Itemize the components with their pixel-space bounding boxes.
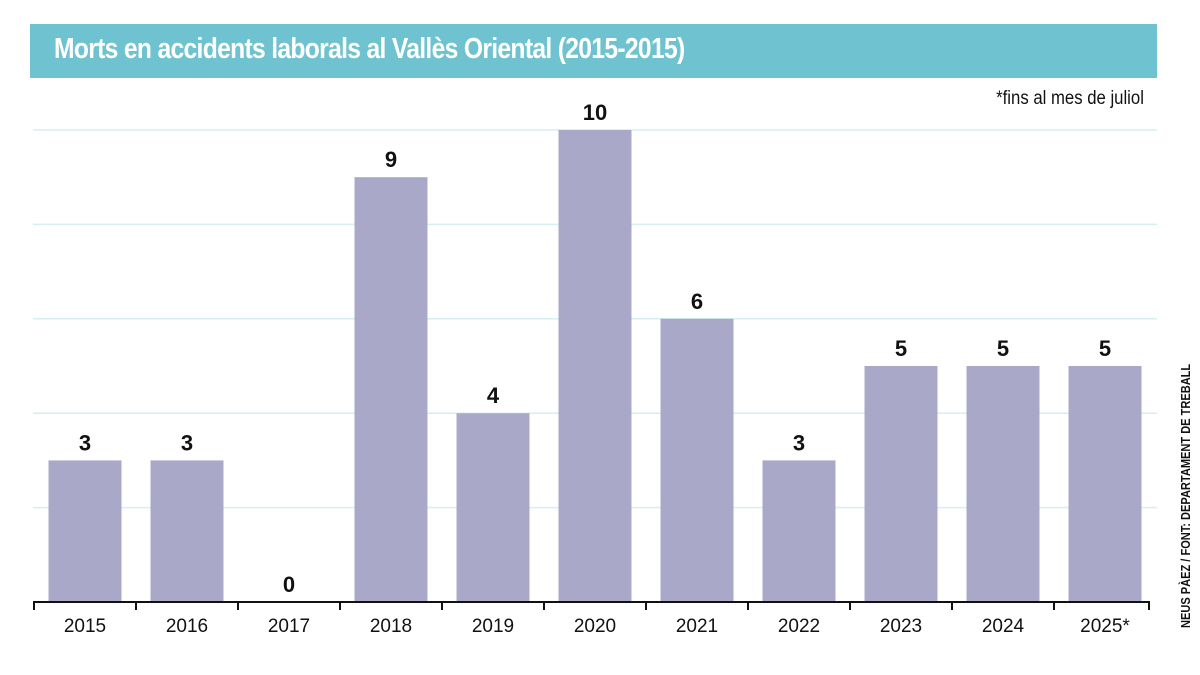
- bar-2025*: [1068, 366, 1142, 602]
- chart-title: Morts en accidents laborals al Vallès Or…: [54, 33, 685, 65]
- data-label: 0: [283, 572, 295, 597]
- x-tick-label: 2018: [370, 616, 412, 637]
- bar-2020: [558, 130, 632, 602]
- bar-2024: [966, 366, 1040, 602]
- x-tick-label: 2023: [880, 616, 922, 637]
- data-label: 6: [691, 289, 703, 314]
- x-tick-label: 2021: [676, 616, 718, 637]
- data-label: 9: [385, 147, 397, 172]
- x-tick-label: 2022: [778, 616, 820, 637]
- footnote: *fins al mes de juliol: [996, 88, 1144, 109]
- data-label: 10: [583, 100, 607, 125]
- x-tick-label: 2019: [472, 616, 514, 637]
- bar-2023: [864, 366, 938, 602]
- title-band: Morts en accidents laborals al Vallès Or…: [30, 24, 1157, 78]
- x-tick-label: 2015: [64, 616, 106, 637]
- x-tick-label: 2025*: [1080, 616, 1130, 637]
- data-label: 5: [997, 336, 1009, 361]
- x-tick-label: 2017: [268, 616, 310, 637]
- data-label: 3: [79, 430, 91, 455]
- data-label: 5: [895, 336, 907, 361]
- data-label: 4: [487, 383, 500, 408]
- bar-2019: [456, 413, 530, 602]
- data-label: 3: [793, 430, 805, 455]
- bar-2021: [660, 318, 734, 602]
- bar-2022: [762, 460, 836, 602]
- x-tick-label: 2020: [574, 616, 616, 637]
- x-tick-label: 2024: [982, 616, 1025, 637]
- bar-2016: [150, 460, 224, 602]
- data-label: 5: [1099, 336, 1111, 361]
- x-tick-label: 2016: [166, 616, 208, 637]
- data-label: 3: [181, 430, 193, 455]
- bar-2018: [354, 177, 428, 602]
- bar-2015: [48, 460, 122, 602]
